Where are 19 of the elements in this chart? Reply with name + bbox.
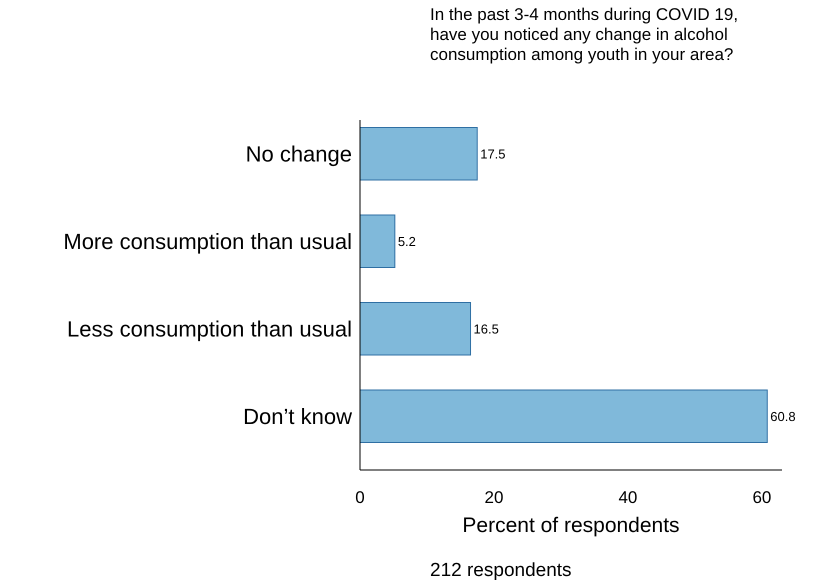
x-tick-label: 60 (752, 488, 772, 507)
y-tick-label: More consumption than usual (63, 228, 352, 254)
y-tick-label: Less consumption than usual (67, 316, 352, 342)
text: 212 respondents (430, 560, 572, 581)
y-tick-label: Don’t know (243, 404, 352, 429)
x-tick-label: 0 (355, 488, 365, 507)
bar (360, 390, 768, 443)
bar (360, 127, 478, 180)
x-tick-label: 20 (484, 488, 504, 507)
x-tick-label: 40 (618, 488, 638, 507)
x-axis-title: Percent of respondents (462, 514, 680, 537)
bar (360, 302, 472, 356)
data-label: 60.8 (770, 408, 796, 424)
chart-title: In the past 3-4 months during COVID 19, have you noticed any change in alcohol consumption among youth in your area? (430, 5, 738, 64)
data-label: 17.5 (480, 146, 506, 162)
data-label: 5.2 (398, 234, 416, 249)
data-label: 16.5 (474, 321, 499, 336)
y-tick-label: No change (246, 141, 352, 166)
bar (360, 214, 396, 268)
